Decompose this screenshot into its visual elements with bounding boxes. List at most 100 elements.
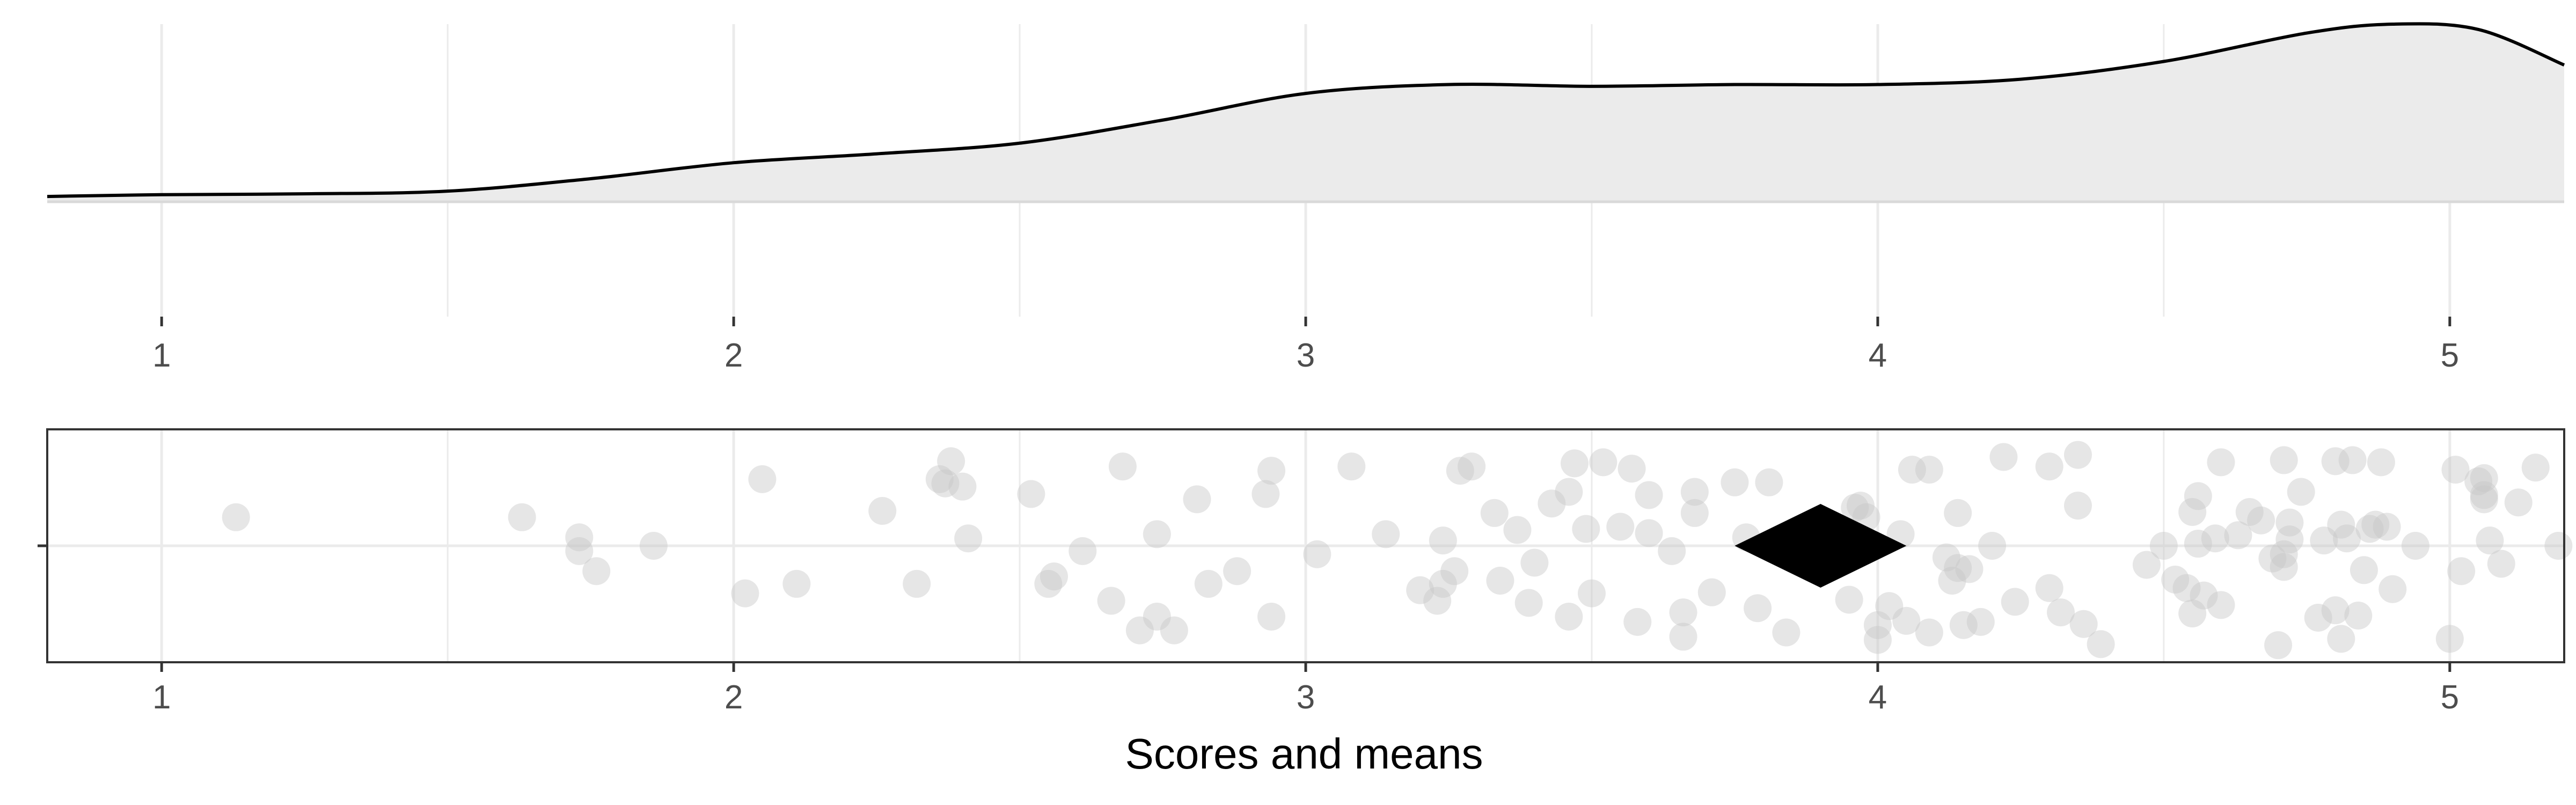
- points-x-axis: 1 2 3 4 5: [152, 662, 2459, 716]
- score-point: [2047, 598, 2075, 627]
- score-point: [1892, 606, 1921, 635]
- score-point: [2132, 551, 2161, 579]
- score-point: [2063, 492, 2092, 520]
- score-point: [1097, 587, 1125, 615]
- score-point: [1480, 499, 1509, 527]
- density-tick-label: 3: [1297, 337, 1315, 374]
- score-point: [2470, 481, 2498, 509]
- score-point: [1337, 452, 1366, 481]
- score-point: [1194, 569, 1223, 598]
- score-point: [639, 532, 668, 560]
- score-point: [748, 465, 777, 493]
- score-point: [1514, 589, 1543, 617]
- score-point: [2069, 610, 2098, 638]
- score-point: [1069, 537, 1097, 565]
- score-point: [1669, 598, 1697, 627]
- score-point: [2178, 497, 2207, 526]
- score-point: [1915, 456, 1943, 484]
- score-point: [2207, 448, 2235, 477]
- score-point: [1108, 452, 1137, 481]
- score-point: [2190, 581, 2218, 610]
- score-point: [2476, 526, 2504, 555]
- density-tick-label: 5: [2441, 337, 2459, 374]
- score-point: [903, 569, 931, 598]
- score-point: [2201, 524, 2229, 553]
- score-point: [2270, 446, 2298, 474]
- score-point: [2287, 478, 2315, 506]
- score-point: [1755, 468, 1783, 496]
- density-x-axis: 1 2 3 4 5: [152, 317, 2459, 374]
- score-point: [1721, 468, 1749, 496]
- score-point: [1143, 520, 1171, 548]
- density-tick-label: 4: [1869, 337, 1887, 374]
- score-point: [1944, 554, 1972, 582]
- score-point: [2350, 556, 2378, 584]
- score-point: [565, 523, 594, 552]
- score-point: [1257, 457, 1286, 485]
- density-tick-label: 2: [724, 337, 743, 374]
- score-point: [2521, 453, 2550, 482]
- score-point: [931, 469, 960, 497]
- score-point: [508, 503, 536, 531]
- score-point: [1503, 516, 1532, 544]
- score-point: [1944, 499, 1972, 527]
- points-tick-label: 2: [724, 679, 743, 716]
- score-point: [731, 579, 759, 608]
- score-point: [2355, 515, 2384, 543]
- score-point: [925, 465, 954, 493]
- score-point: [1017, 480, 1045, 508]
- score-point: [1932, 543, 1960, 572]
- score-point: [1863, 626, 1892, 654]
- points-tick-label: 3: [1297, 679, 1315, 716]
- score-point: [1520, 548, 1549, 577]
- score-point: [1143, 602, 1171, 631]
- score-point: [2544, 532, 2573, 560]
- score-point: [1446, 457, 1474, 485]
- score-point: [2338, 446, 2367, 474]
- score-point: [2435, 625, 2464, 653]
- score-point: [1458, 452, 1486, 481]
- score-point: [2161, 566, 2190, 594]
- score-point: [2270, 540, 2298, 568]
- score-point: [1423, 587, 1452, 615]
- score-point: [2258, 544, 2287, 573]
- score-point: [2035, 574, 2063, 602]
- score-point: [2504, 488, 2533, 517]
- score-point: [1183, 485, 1211, 514]
- score-point: [1303, 540, 1331, 568]
- score-point: [1635, 481, 1663, 509]
- score-point: [2235, 497, 2264, 526]
- score-point: [1772, 618, 1801, 647]
- score-point: [2321, 447, 2350, 475]
- score-point: [2224, 521, 2252, 550]
- score-point: [2321, 596, 2350, 625]
- score-point: [1841, 494, 1869, 522]
- score-point: [2207, 591, 2235, 619]
- points-tick-label: 1: [152, 679, 171, 716]
- score-point: [1835, 586, 1863, 614]
- score-point: [868, 496, 897, 525]
- score-point: [1034, 569, 1063, 598]
- score-point: [1589, 448, 1618, 477]
- score-point: [1938, 567, 1966, 595]
- score-point: [2447, 557, 2476, 586]
- score-point: [2149, 532, 2178, 560]
- score-point: [2367, 448, 2395, 477]
- score-point: [2172, 574, 2201, 602]
- score-point: [1898, 456, 1926, 484]
- score-point: [1955, 555, 1984, 583]
- score-point: [1846, 492, 1875, 520]
- score-point: [2332, 524, 2361, 553]
- score-point: [2035, 452, 2063, 481]
- score-point: [1572, 515, 1600, 543]
- score-point: [1863, 611, 1892, 639]
- score-point: [582, 557, 611, 586]
- score-point: [2470, 464, 2498, 492]
- score-point: [2344, 602, 2373, 630]
- score-point: [2184, 530, 2212, 558]
- score-point: [2310, 526, 2338, 555]
- score-point: [937, 447, 965, 475]
- score-point: [1875, 592, 1904, 620]
- points-tick-label: 5: [2441, 679, 2459, 716]
- score-point: [1744, 594, 1772, 623]
